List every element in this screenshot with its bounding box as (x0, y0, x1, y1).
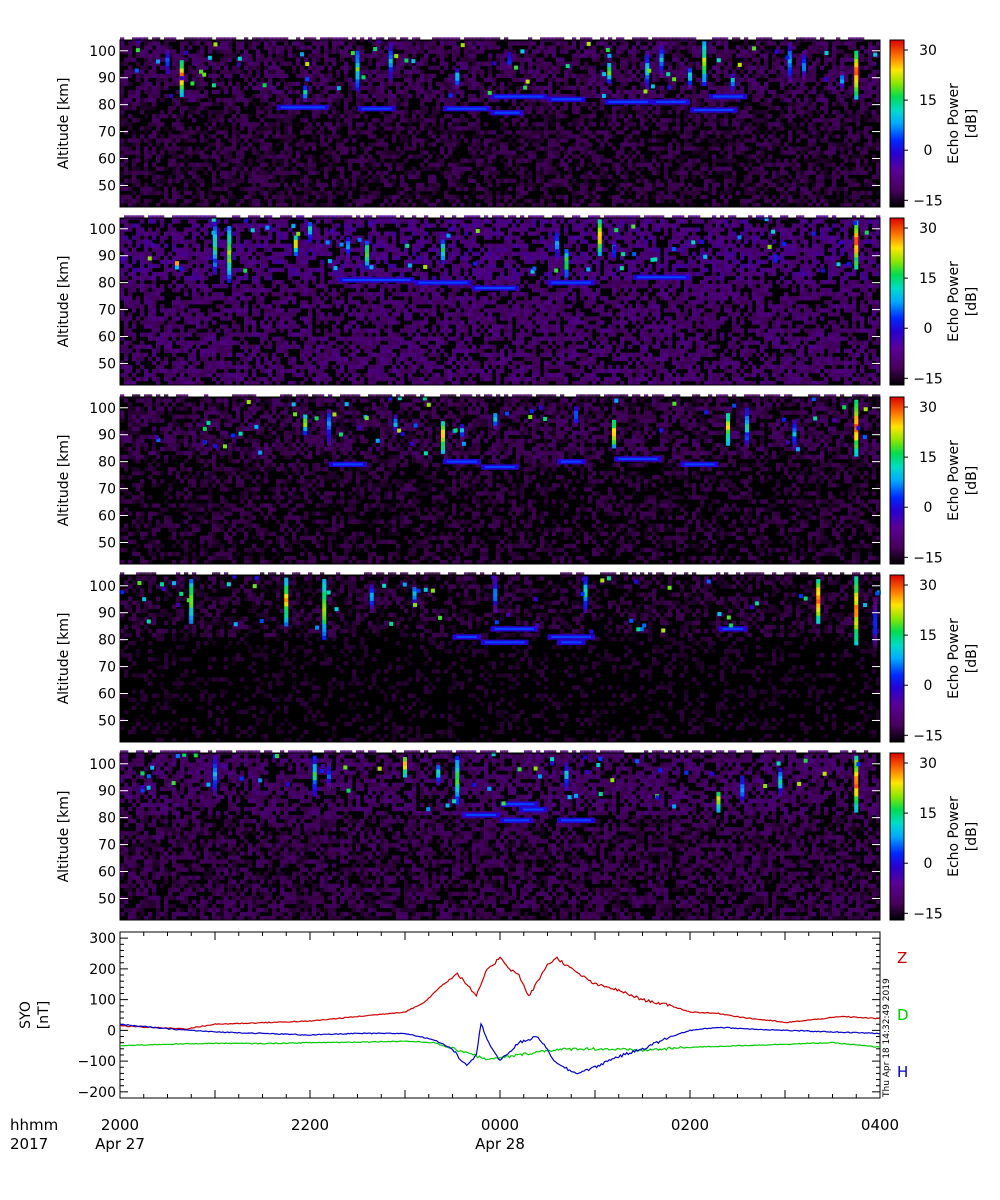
y-tick-label: 60 (98, 865, 116, 881)
x-date-label: Apr 27 (95, 1135, 145, 1153)
colorbar-label: Echo Power (946, 261, 962, 342)
colorbar-label: Echo Power (946, 618, 962, 699)
colorbar-tick-label: 15 (919, 93, 937, 109)
y-tick-label: 80 (98, 811, 116, 827)
colorbar-label: Echo Power (946, 440, 962, 521)
y-tick-label: 80 (98, 276, 116, 292)
y-axis-label: Altitude [km] (56, 791, 72, 883)
colorbar-tick-label: 30 (919, 43, 937, 59)
y-tick-label: 50 (98, 535, 116, 551)
mag-y-unit: [nT] (36, 1001, 52, 1029)
y-tick-label: 100 (89, 579, 116, 595)
y-tick-label: 70 (98, 303, 116, 319)
y-axis-label: Altitude [km] (56, 78, 72, 170)
colorbar-tick-label: 30 (919, 578, 937, 594)
colorbar-unit: [dB] (964, 822, 980, 851)
y-tick-label: 90 (98, 428, 116, 444)
colorbar-tick-label: 0 (924, 856, 933, 872)
y-tick-label: 70 (98, 838, 116, 854)
colorbar-unit: [dB] (964, 287, 980, 316)
y-tick-label: 60 (98, 330, 116, 346)
y-tick-label: 90 (98, 606, 116, 622)
y-tick-label: 80 (98, 98, 116, 114)
colorbar-tick-label: −15 (913, 728, 943, 744)
x-tick-label: 2000 (101, 1116, 139, 1134)
y-axis-label: Altitude [km] (56, 435, 72, 527)
colorbar-tick-label: 0 (924, 678, 933, 694)
mag-y-tick-label: −100 (78, 1054, 116, 1070)
legend-entry-H: H (897, 1063, 908, 1081)
colorbar: −15 0 15 30 Echo Power [dB] (890, 753, 980, 922)
mag-y-tick-label: 200 (89, 962, 116, 978)
y-tick-label: 50 (98, 891, 116, 907)
mag-y-tick-label: −200 (78, 1085, 116, 1101)
x-tick-label: 0200 (671, 1116, 709, 1134)
colorbar: −15 0 15 30 Echo Power [dB] (890, 397, 980, 566)
colorbar-tick-label: 30 (919, 221, 937, 237)
y-tick-label: 60 (98, 687, 116, 703)
colorbar-tick-label: 15 (919, 271, 937, 287)
y-tick-label: 100 (89, 401, 116, 417)
x-tick-label: 0000 (481, 1116, 519, 1134)
y-axis-label: Altitude [km] (56, 256, 72, 348)
x-date-label: Apr 28 (475, 1135, 525, 1153)
colorbar-tick-label: 0 (924, 143, 933, 159)
colorbar-tick-label: 15 (919, 450, 937, 466)
colorbar: −15 0 15 30 Echo Power [dB] (890, 40, 980, 209)
x-year-label: 2017 (10, 1135, 48, 1153)
y-tick-label: 90 (98, 71, 116, 87)
colorbar-label: Echo Power (946, 83, 962, 164)
plot-timestamp: Thu Apr 18 14:32:49 2019 (882, 978, 892, 1098)
mag-y-label: SYO (18, 1001, 34, 1029)
colorbar-tick-label: 15 (919, 806, 937, 822)
y-tick-label: 50 (98, 356, 116, 372)
x-tick-label: 0400 (861, 1116, 899, 1134)
echo-panel-1: 50 60 70 80 90 100 Altitude [km] −15 0 15 30 Echo P… (56, 37, 980, 209)
y-tick-label: 70 (98, 660, 116, 676)
x-row-label: hhmm (10, 1116, 58, 1134)
colorbar-unit: [dB] (964, 466, 980, 495)
colorbar-tick-label: 0 (924, 500, 933, 516)
colorbar-tick-label: −15 (913, 550, 943, 566)
y-tick-label: 80 (98, 633, 116, 649)
echo-panel-3: 50 60 70 80 90 100 Altitude [km] −15 0 15 30 Echo P… (56, 394, 980, 566)
y-tick-label: 70 (98, 482, 116, 498)
y-tick-label: 70 (98, 125, 116, 141)
y-tick-label: 90 (98, 784, 116, 800)
colorbar-tick-label: −15 (913, 371, 943, 387)
colorbar-tick-label: 15 (919, 628, 937, 644)
colorbar-tick-label: 30 (919, 756, 937, 772)
legend-entry-Z: Z (897, 949, 907, 967)
y-tick-label: 100 (89, 44, 116, 60)
mag-y-tick-label: 100 (89, 993, 116, 1009)
colorbar-tick-label: −15 (913, 906, 943, 922)
colorbar-unit: [dB] (964, 644, 980, 673)
legend-entry-D: D (897, 1006, 909, 1024)
colorbar: −15 0 15 30 Echo Power [dB] (890, 218, 980, 387)
echo-panel-5: 50 60 70 80 90 100 Altitude [km] −15 0 15 30 Echo P… (56, 750, 980, 922)
y-tick-label: 100 (89, 757, 116, 773)
magnetometer-panel: −200 −100 0 100 200 300 SYO [nT] Z D H Thu Apr 18 1… (18, 931, 909, 1101)
mag-y-tick-label: 300 (89, 931, 116, 947)
y-tick-label: 50 (98, 178, 116, 194)
mag-y-tick-label: 0 (107, 1023, 116, 1039)
colorbar: −15 0 15 30 Echo Power [dB] (890, 575, 980, 744)
y-tick-label: 90 (98, 249, 116, 265)
y-axis-label: Altitude [km] (56, 613, 72, 705)
y-tick-label: 50 (98, 713, 116, 729)
y-tick-label: 100 (89, 222, 116, 238)
x-tick-label: 2200 (291, 1116, 329, 1134)
echo-panel-4: 50 60 70 80 90 100 Altitude [km] −15 0 15 30 Echo P… (56, 572, 980, 744)
colorbar-label: Echo Power (946, 796, 962, 877)
y-tick-label: 60 (98, 509, 116, 525)
colorbar-tick-label: −15 (913, 193, 943, 209)
colorbar-tick-label: 30 (919, 400, 937, 416)
echo-panel-2: 50 60 70 80 90 100 Altitude [km] −15 0 15 30 Echo P… (56, 215, 980, 387)
colorbar-unit: [dB] (964, 109, 980, 138)
y-tick-label: 60 (98, 152, 116, 168)
y-tick-label: 80 (98, 455, 116, 471)
colorbar-tick-label: 0 (924, 321, 933, 337)
